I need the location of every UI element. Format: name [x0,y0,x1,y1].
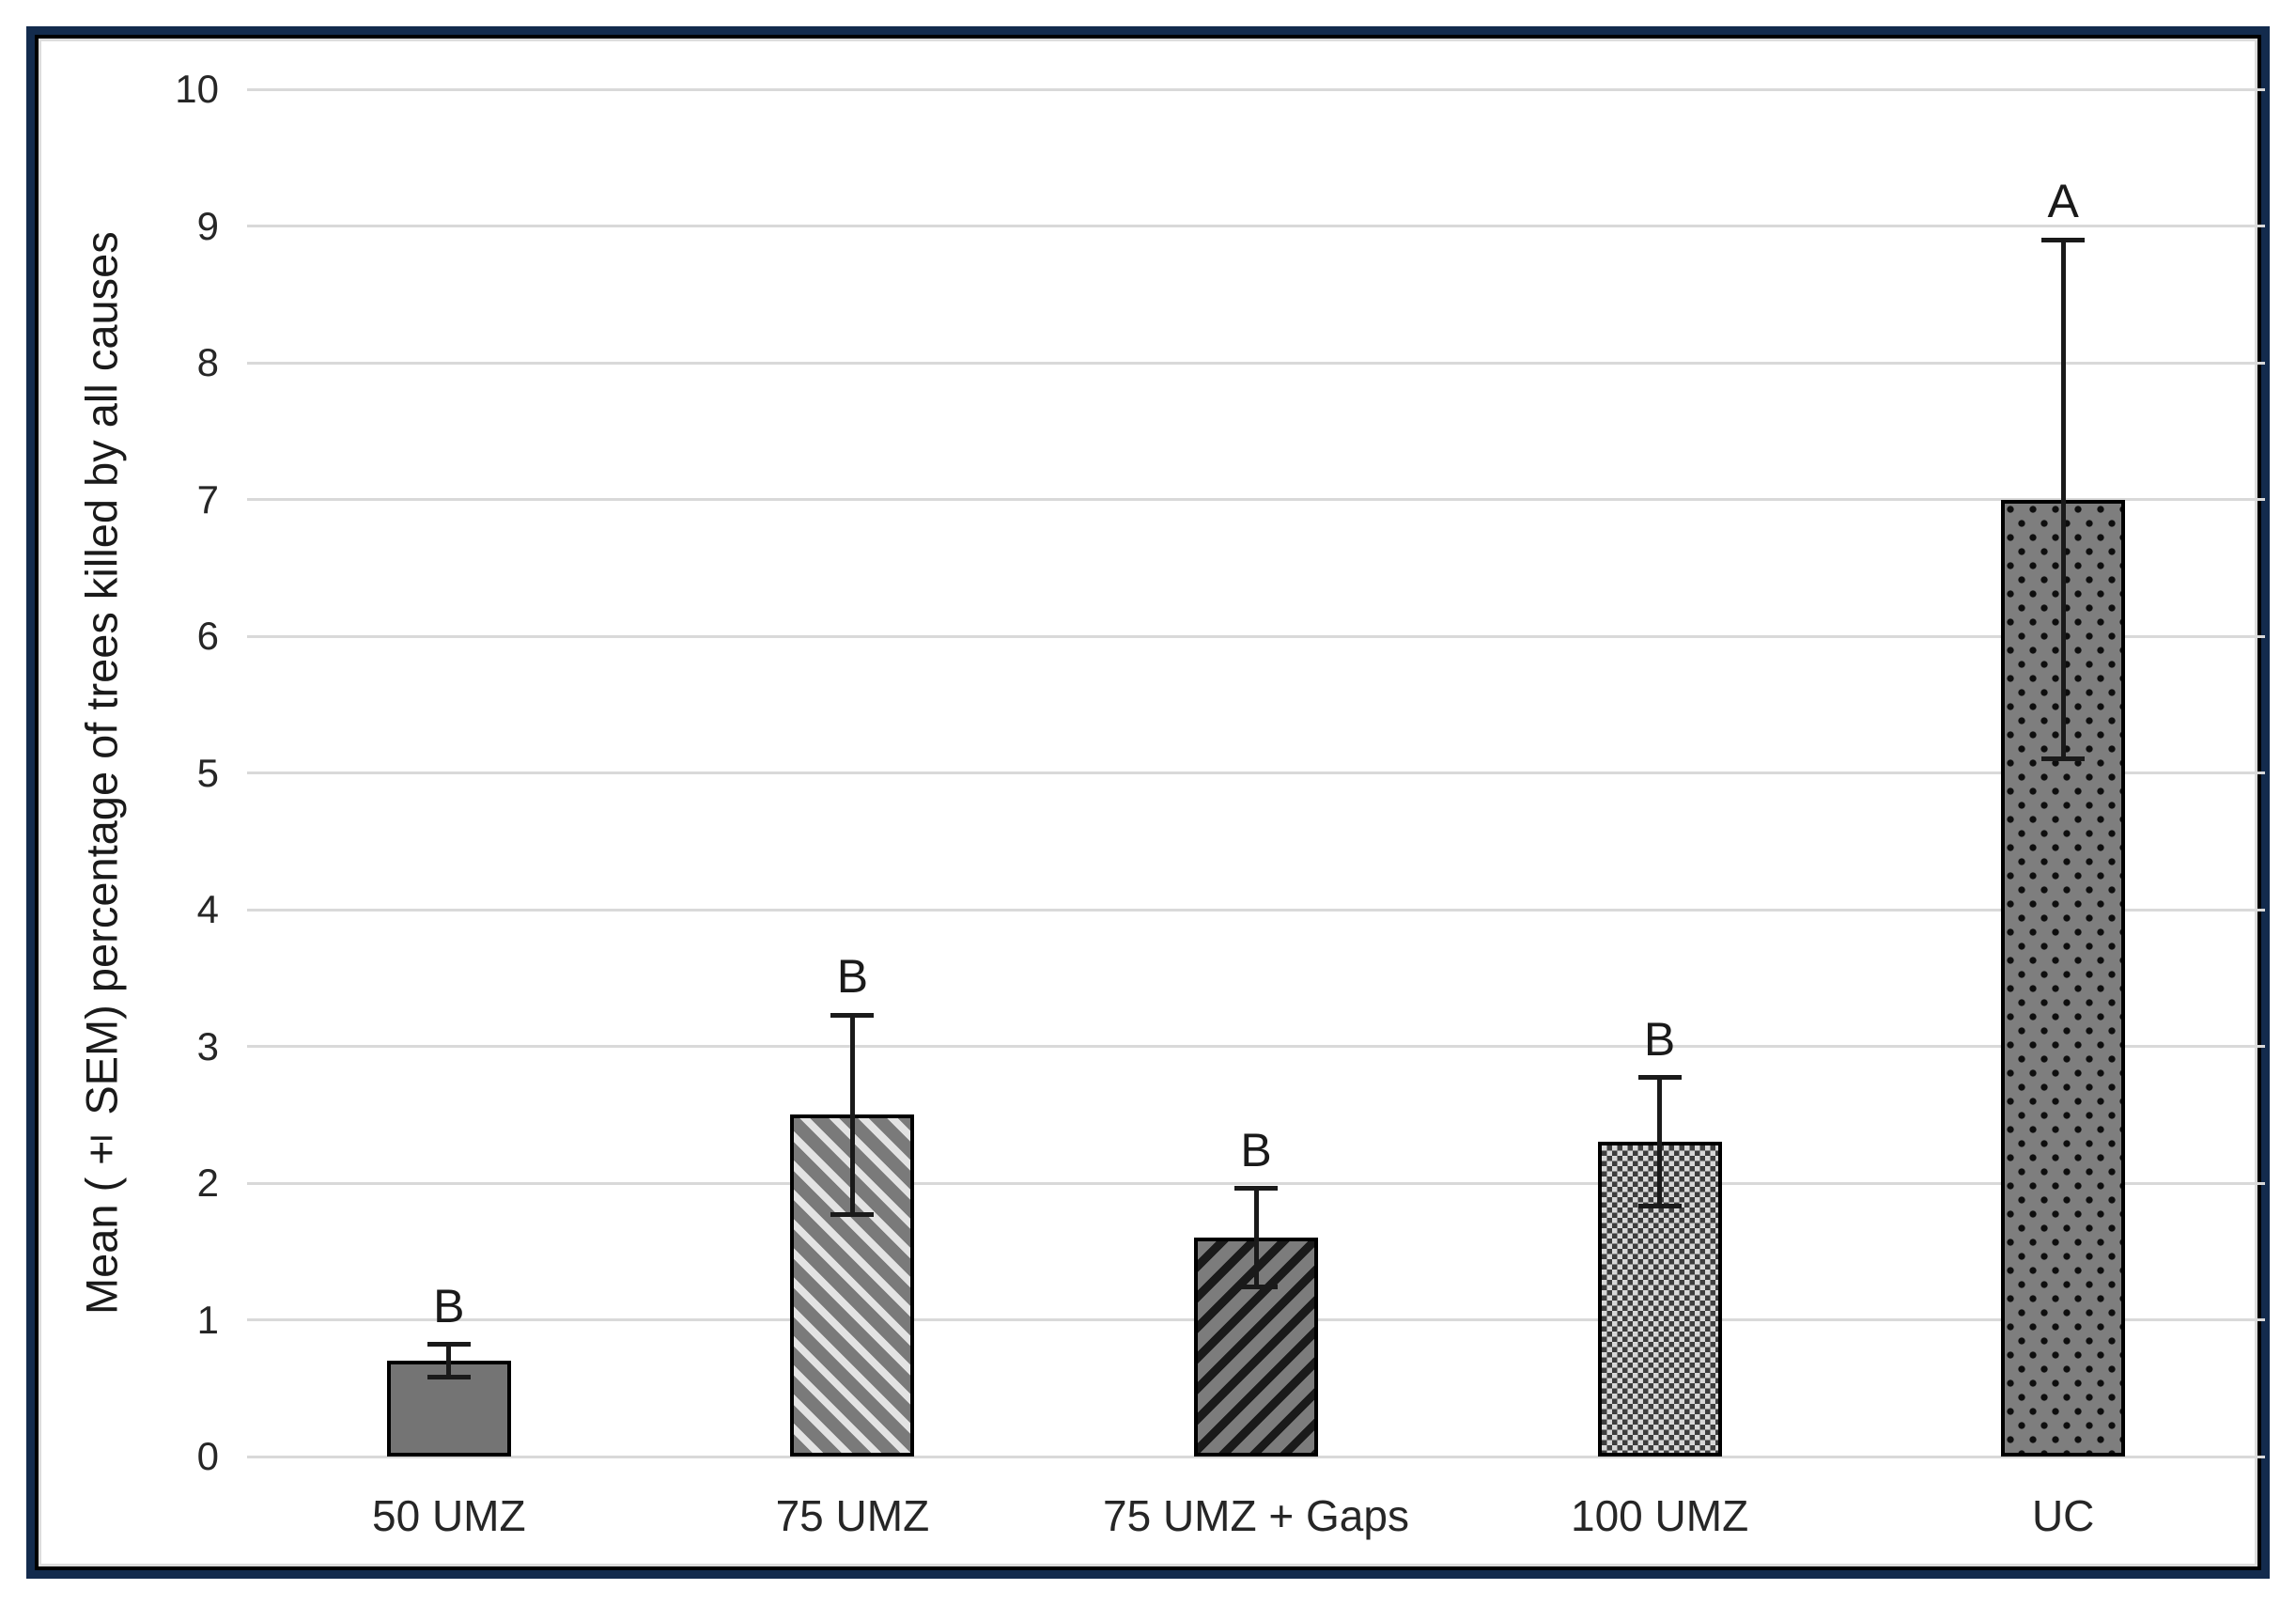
error-cap-top-75-umz [830,1012,875,1018]
error-bar-50-umz [446,1344,452,1378]
significance-letter-75-umz: B [836,950,869,1004]
gridline-0 [247,1455,2265,1458]
significance-letter-75-umz-gaps: B [1240,1123,1272,1176]
error-bar-75-umz-gaps [1253,1188,1259,1287]
y-tick-label-5: 5 [196,750,219,795]
gridline-4 [247,908,2265,912]
error-cap-top-75-umz-gaps [1234,1186,1278,1192]
y-tick-label-9: 9 [196,203,219,248]
significance-letter-uc: A [2047,175,2079,228]
y-tick-label-4: 4 [196,887,219,931]
y-tick-label-10: 10 [175,67,219,111]
error-cap-bottom-100-umz [1637,1204,1682,1209]
gridline-5 [247,771,2265,774]
error-cap-bottom-75-umz-gaps [1234,1285,1278,1290]
error-cap-top-50-umz [427,1342,471,1348]
y-tick-labels: 0 1 2 3 4 5 6 7 8 9 10 [0,70,219,1476]
x-category-labels: 50 UMZ 75 UMZ 75 UMZ + Gaps 100 UMZ UC [247,1492,2265,1549]
plot-area: B B B B A [247,87,2265,1458]
error-cap-top-100-umz [1637,1075,1682,1081]
y-tick-label-7: 7 [196,476,219,522]
y-tick-label-6: 6 [196,614,219,658]
error-cap-bottom-uc [2041,756,2086,762]
y-tick-label-3: 3 [196,1023,219,1068]
gridline-10 [247,87,2265,91]
error-cap-bottom-75-umz [830,1211,875,1217]
y-tick-label-2: 2 [196,1161,219,1205]
gridline-2 [247,1181,2265,1185]
error-bar-75-umz [849,1015,855,1215]
figure-frame-inner [35,35,2261,1570]
x-category-label-75-umz-gaps: 75 UMZ + Gaps [1103,1491,1409,1540]
error-cap-bottom-50-umz [427,1375,471,1380]
gridline-9 [247,225,2265,227]
x-category-label-50-umz: 50 UMZ [372,1491,526,1540]
error-bar-100-umz [1657,1077,1663,1207]
y-tick-label-0: 0 [196,1434,219,1478]
error-bar-uc [2060,240,2066,759]
gridline-6 [247,634,2265,638]
x-category-label-uc: UC [2031,1491,2095,1540]
gridline-7 [247,498,2265,501]
gridline-3 [247,1045,2265,1048]
bar-50-umz [386,1361,511,1457]
gridline-8 [247,361,2265,365]
y-tick-label-8: 8 [196,340,219,384]
error-cap-top-uc [2041,237,2086,242]
significance-letter-50-umz: B [433,1279,465,1332]
x-category-label-100-umz: 100 UMZ [1571,1491,1749,1540]
x-category-label-75-umz: 75 UMZ [775,1491,930,1540]
y-tick-label-1: 1 [196,1297,219,1342]
significance-letter-100-umz: B [1643,1012,1676,1066]
